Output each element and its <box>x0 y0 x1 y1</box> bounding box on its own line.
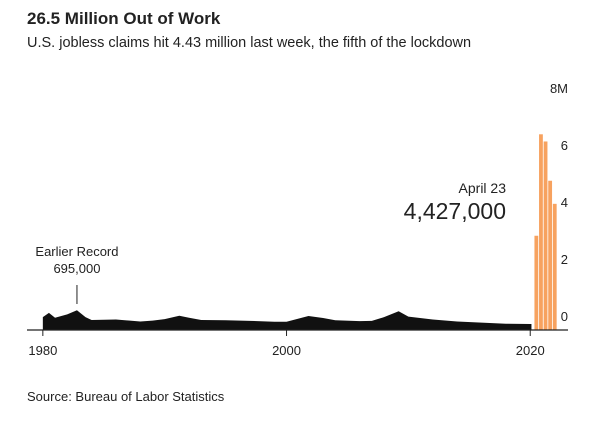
bar <box>552 203 557 330</box>
bar <box>539 134 543 330</box>
annotation: April 23 <box>459 180 507 196</box>
bar <box>534 235 539 330</box>
bar <box>543 141 548 330</box>
bar <box>548 180 553 330</box>
chart-subtitle: U.S. jobless claims hit 4.43 million las… <box>27 35 471 51</box>
x-tick-label: 2000 <box>272 343 301 358</box>
y-tick-label: 4 <box>561 195 568 210</box>
annotation: 4,427,000 <box>404 198 506 224</box>
annotation: 695,000 <box>53 261 100 276</box>
x-tick-label: 2020 <box>516 343 545 358</box>
y-tick-label: 8M <box>550 81 568 96</box>
y-tick-label: 6 <box>561 138 568 153</box>
chart-title: 26.5 Million Out of Work <box>27 9 221 28</box>
y-tick-label: 0 <box>561 309 568 324</box>
x-tick-label: 1980 <box>28 343 57 358</box>
annotation: Earlier Record <box>35 244 118 259</box>
source: Source: Bureau of Labor Statistics <box>27 389 225 404</box>
area <box>42 310 532 330</box>
y-tick-label: 2 <box>561 252 568 267</box>
